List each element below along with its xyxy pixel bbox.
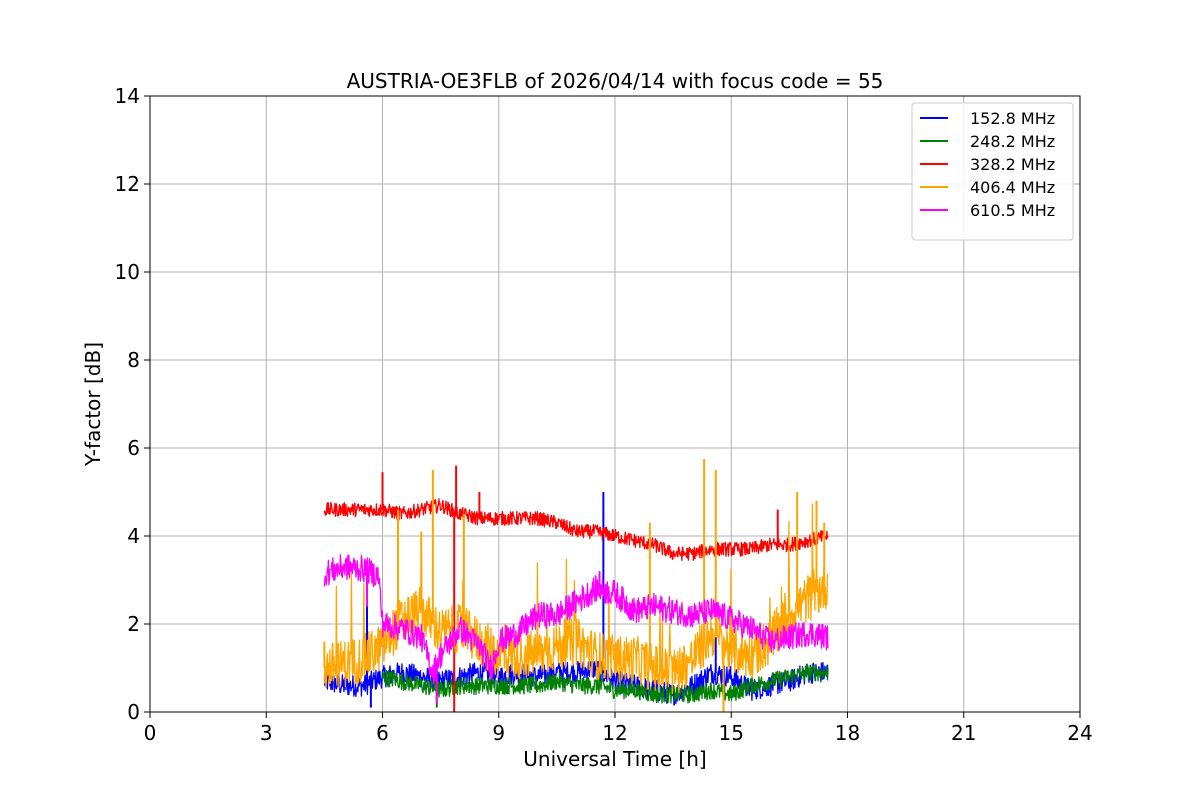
series-line [323, 554, 829, 685]
y-tick-label: 4 [127, 524, 140, 548]
y-tick-label: 6 [127, 436, 140, 460]
x-tick-label: 3 [260, 721, 273, 745]
y-tick-label: 2 [127, 612, 140, 636]
x-tick-label: 12 [602, 721, 627, 745]
x-axis-title: Universal Time [h] [523, 747, 706, 771]
legend-label: 328.2 MHz [970, 155, 1055, 174]
x-tick-label: 9 [492, 721, 505, 745]
y-tick-label: 0 [127, 700, 140, 724]
x-tick-label: 15 [719, 721, 744, 745]
legend-label: 248.2 MHz [970, 132, 1055, 151]
y-tick-label: 12 [115, 172, 140, 196]
y-tick-label: 8 [127, 348, 140, 372]
series-2 [323, 465, 829, 712]
legend-frame [911, 102, 1074, 241]
x-tick-label: 6 [376, 721, 389, 745]
series-line [323, 498, 829, 562]
series-layer [323, 459, 829, 712]
series-4 [323, 554, 829, 704]
x-tick-label: 24 [1067, 721, 1092, 745]
x-tick-label: 18 [835, 721, 860, 745]
legend: 152.8 MHz 248.2 MHz 328.2 MHz 406.4 MHz 610.… [911, 102, 1074, 241]
y-tick-label: 14 [115, 84, 140, 108]
x-tick-label: 0 [144, 721, 157, 745]
chart-title: AUSTRIA-OE3FLB of 2026/04/14 with focus … [347, 69, 884, 93]
y-tick-label: 10 [115, 260, 140, 284]
legend-label: 610.5 MHz [970, 201, 1055, 220]
legend-label: 406.4 MHz [970, 178, 1055, 197]
y-axis-title: Y-factor [dB] [81, 342, 105, 467]
legend-label: 152.8 MHz [970, 109, 1055, 128]
grid [150, 96, 1080, 712]
series-line [381, 663, 829, 704]
x-tick-label: 21 [951, 721, 976, 745]
